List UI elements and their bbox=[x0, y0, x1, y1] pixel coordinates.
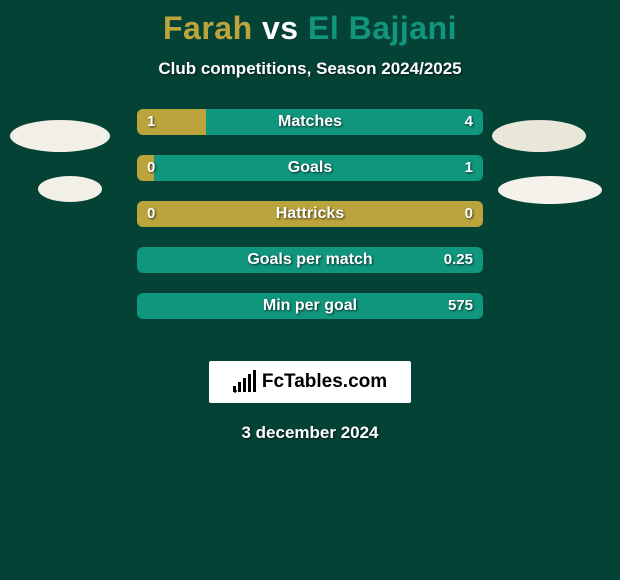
stat-bar: Matches14 bbox=[137, 109, 483, 135]
bars-container: Matches14 Goals01 Hattricks00 Goals per mat… bbox=[137, 109, 483, 339]
logo-bar bbox=[248, 374, 251, 392]
infographic-container: Farah vs El Bajjani Club competitions, S… bbox=[0, 0, 620, 580]
barchart-icon bbox=[233, 372, 256, 392]
stat-bar: Hattricks00 bbox=[137, 201, 483, 227]
chart-area: Matches14 Goals01 Hattricks00 Goals per mat… bbox=[0, 109, 620, 349]
vs-text: vs bbox=[262, 10, 299, 46]
logo: FcTables.com bbox=[233, 371, 387, 393]
subtitle: Club competitions, Season 2024/2025 bbox=[0, 59, 620, 79]
logo-box: FcTables.com bbox=[209, 361, 411, 403]
stat-bar: Goals01 bbox=[137, 155, 483, 181]
logo-bar bbox=[238, 382, 241, 392]
player1-name: Farah bbox=[163, 10, 253, 46]
date-label: 3 december 2024 bbox=[0, 423, 620, 443]
bar-left-fill bbox=[137, 201, 483, 227]
trendline-icon bbox=[233, 389, 237, 393]
bar-left-fill bbox=[137, 155, 154, 181]
stat-bar: Goals per match0.25 bbox=[137, 247, 483, 273]
player2-name: El Bajjani bbox=[308, 10, 457, 46]
logo-bar bbox=[243, 378, 246, 392]
bar-right-fill bbox=[137, 247, 483, 273]
logo-bar bbox=[253, 370, 256, 392]
page-title: Farah vs El Bajjani bbox=[0, 0, 620, 47]
stat-bar: Min per goal575 bbox=[137, 293, 483, 319]
bar-right-fill bbox=[154, 155, 483, 181]
logo-text: FcTables.com bbox=[262, 371, 387, 393]
bar-right-fill bbox=[206, 109, 483, 135]
bar-left-fill bbox=[137, 109, 206, 135]
bar-right-fill bbox=[137, 293, 483, 319]
